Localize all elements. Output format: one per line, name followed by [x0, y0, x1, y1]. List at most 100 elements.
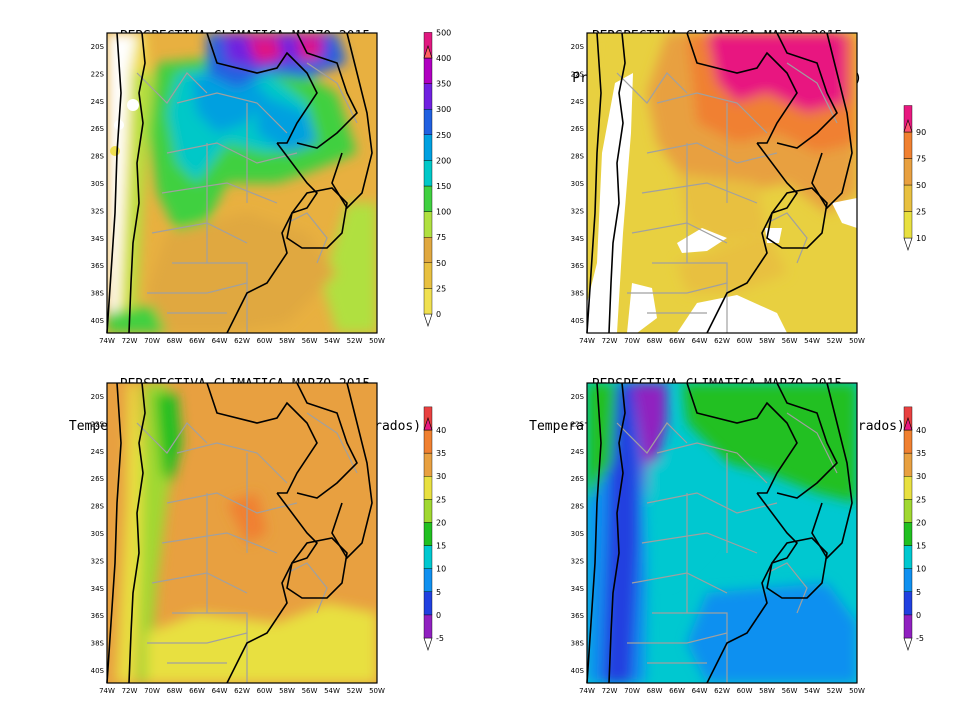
colorbar-segment — [423, 591, 433, 616]
colorbar-tick-label: 50 — [436, 259, 446, 268]
colorbar-tick-label: 250 — [436, 131, 451, 140]
lat-tick-label: 20S — [571, 393, 585, 401]
lat-tick-label: 22S — [91, 420, 105, 428]
colorbar-segment — [903, 568, 913, 592]
lon-tick-label: 56W — [302, 687, 318, 695]
lon-tick-label: 64W — [212, 337, 228, 345]
colorbar-segment — [423, 288, 433, 315]
lon-tick-label: 68W — [167, 337, 183, 345]
colorbar-tick-label: 5 — [436, 588, 441, 597]
lat-tick-label: 34S — [571, 235, 585, 243]
colorbar-tick-label: 25 — [436, 495, 446, 504]
colorbar-segment — [903, 429, 913, 454]
lon-tick-label: 60W — [257, 337, 273, 345]
lat-tick-label: 26S — [91, 475, 105, 483]
lat-tick-label: 40S — [91, 667, 105, 675]
lon-tick-label: 56W — [782, 687, 798, 695]
colorbar-tick-label: 40 — [436, 426, 446, 435]
lat-tick-label: 34S — [571, 585, 585, 593]
colorbar-tick-label: 10 — [436, 565, 446, 574]
lon-tick-label: 70W — [144, 337, 160, 345]
tmax-field — [107, 383, 377, 683]
colorbar-tick-label: 20 — [916, 518, 926, 527]
lat-tick-label: 28S — [571, 153, 585, 161]
colorbar-segment — [423, 185, 433, 212]
lat-tick-label: 22S — [571, 70, 585, 78]
colorbar-tick-label: 15 — [916, 542, 926, 551]
colorbar-segment — [423, 236, 433, 263]
colorbar-segment — [903, 545, 913, 569]
colorbar-segment — [423, 83, 433, 110]
lon-tick-label: 64W — [692, 337, 708, 345]
colorbar-tick-label: 30 — [436, 472, 446, 481]
colorbar-tick-label: 5 — [916, 588, 921, 597]
colorbar-tick-label: 100 — [436, 208, 451, 217]
lat-tick-label: 24S — [571, 448, 585, 456]
lon-tick-label: 66W — [669, 687, 685, 695]
lon-tick-label: 58W — [759, 337, 775, 345]
colorbar-tmax: -5 0 5 10 15 20 25 30 35 40 — [423, 406, 446, 651]
panel-precip — [106, 32, 378, 334]
colorbar-tick-label: 10 — [916, 565, 926, 574]
lon-tick-label: 68W — [167, 687, 183, 695]
colorbar-segment — [903, 131, 913, 159]
colorbar-tick-label: 150 — [436, 182, 451, 191]
lon-tick-label: 50W — [849, 687, 865, 695]
colorbar-tick-label: 300 — [436, 105, 451, 114]
colorbar-segment — [423, 57, 433, 84]
lon-tick-label: 62W — [234, 687, 250, 695]
colorbar-segment — [903, 591, 913, 616]
colorbar-segment — [423, 429, 433, 454]
lon-tick-label: 52W — [827, 337, 843, 345]
panel-tmax — [106, 382, 378, 684]
colorbar-segment — [903, 522, 913, 546]
lon-tick-label: 62W — [714, 337, 730, 345]
colorbar-upper-arrow — [423, 45, 433, 59]
colorbar-segment — [903, 184, 913, 212]
panel-tmin — [586, 382, 858, 684]
lon-tick-label: 54W — [324, 337, 340, 345]
lon-tick-label: 74W — [99, 687, 115, 695]
lon-tick-label: 50W — [369, 687, 385, 695]
lon-tick-label: 52W — [347, 337, 363, 345]
lat-tick-label: 38S — [91, 640, 105, 648]
lon-tick-label: 52W — [827, 687, 843, 695]
lon-tick-label: 64W — [212, 687, 228, 695]
lon-tick-label: 54W — [804, 687, 820, 695]
colorbar-segment — [423, 568, 433, 592]
lat-tick-label: 40S — [571, 317, 585, 325]
colorbar-tick-label: 90 — [916, 128, 926, 137]
lon-tick-label: 58W — [279, 337, 295, 345]
colorbar-tmin: -5 0 5 10 15 20 25 30 35 40 — [903, 406, 926, 651]
lat-tick-label: 24S — [91, 98, 105, 106]
lat-tick-label: 38S — [571, 290, 585, 298]
colorbar-tick-label: 50 — [916, 181, 926, 190]
colorbar-tick-label: 500 — [436, 28, 451, 37]
panel-storms — [586, 32, 858, 334]
colorbar-tick-label: -5 — [916, 634, 924, 643]
colorbar-segment — [423, 452, 433, 477]
colorbar-tick-label: 20 — [436, 518, 446, 527]
lat-tick-label: 30S — [571, 180, 585, 188]
lat-tick-label: 34S — [91, 235, 105, 243]
colorbar-segment — [423, 499, 433, 523]
lat-tick-label: 26S — [91, 125, 105, 133]
colorbar-segment — [903, 452, 913, 477]
lat-tick-label: 36S — [91, 612, 105, 620]
lon-tick-label: 70W — [624, 337, 640, 345]
lon-tick-label: 62W — [234, 337, 250, 345]
colorbars: 0255075100150200250300350400500102550759… — [423, 28, 926, 651]
colorbar-tick-label: 25 — [916, 495, 926, 504]
colorbar-tick-label: 25 — [916, 208, 926, 217]
lat-tick-label: 20S — [91, 43, 105, 51]
lat-tick-label: 30S — [571, 530, 585, 538]
colorbar-tick-label: 0 — [916, 611, 921, 620]
colorbar-segment — [423, 262, 433, 289]
lat-tick-label: 38S — [571, 640, 585, 648]
lat-tick-label: 36S — [571, 612, 585, 620]
lon-tick-label: 54W — [804, 337, 820, 345]
lon-tick-label: 50W — [369, 337, 385, 345]
lat-tick-label: 32S — [571, 557, 585, 565]
lon-tick-label: 60W — [737, 687, 753, 695]
colorbar-precip: 0 25 50 75 100 150 200 250 300 350 400 500 — [423, 28, 451, 327]
